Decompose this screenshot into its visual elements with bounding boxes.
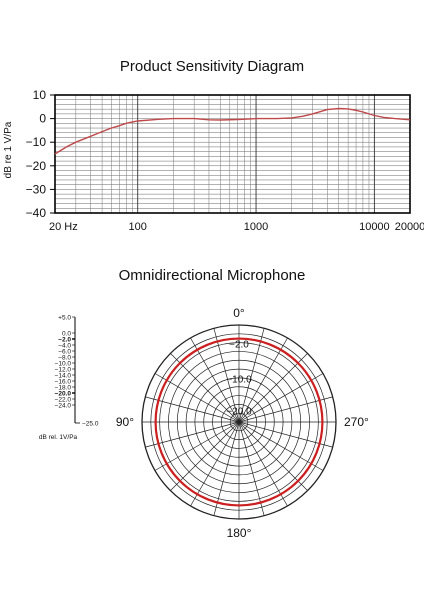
scale-label: −14.0 <box>55 373 72 380</box>
polar-spoke <box>170 421 240 491</box>
x-tick-label: 100 <box>129 221 147 233</box>
polar-ring-label: −20.0 <box>226 407 252 418</box>
polar-angle-label: 0° <box>233 306 245 320</box>
scale-label: −20.0 <box>55 391 72 398</box>
polar-spoke <box>190 337 240 423</box>
y-tick-label: −40 <box>26 206 47 220</box>
y-tick-label: 10 <box>33 88 47 102</box>
y-tick-label: −20 <box>26 159 47 173</box>
polar-spoke <box>154 421 240 471</box>
scale-label: −12.0 <box>55 367 72 374</box>
polar-spoke <box>238 421 333 448</box>
polar-spoke <box>154 373 240 423</box>
x-tick-label: 20000 <box>395 221 424 233</box>
sensitivity-y-axis-label: dB re 1 V/Pa <box>3 121 14 178</box>
y-tick-label: −10 <box>26 135 47 149</box>
polar-scale-bar: +5.00.0−2.0−4.0−6.0−8.0−10.0−12.0−14.0−1… <box>39 315 99 442</box>
polar-chart-title: Omnidirectional Microphone <box>118 267 306 284</box>
polar-spoke <box>238 328 265 423</box>
polar-spoke <box>238 421 288 507</box>
polar-pattern-curve <box>154 337 324 507</box>
x-tick-label: 10000 <box>359 221 390 233</box>
y-tick-label: −30 <box>26 182 47 196</box>
x-tick-label: 1000 <box>244 221 268 233</box>
scale-label: −25.0 <box>82 421 99 428</box>
sensitivity-series <box>54 107 411 155</box>
scale-label: −16.0 <box>55 379 72 386</box>
polar-series <box>154 337 324 507</box>
scale-label: −18.0 <box>55 385 72 392</box>
polar-spoke <box>238 353 308 423</box>
scale-label: 0.0 <box>62 331 71 338</box>
polar-spoke <box>213 328 240 423</box>
polar-ring-label: −10.0 <box>226 375 252 386</box>
polar-ring-label: −2.0 <box>229 340 249 351</box>
polar-spoke <box>213 421 240 516</box>
x-tick-label: 20 Hz <box>49 221 78 233</box>
polar-spoke <box>145 421 240 448</box>
scale-label: −6.0 <box>58 349 71 356</box>
polar-spoke <box>238 337 288 423</box>
polar-spoke <box>238 421 324 471</box>
polar-spoke <box>238 373 324 423</box>
scale-unit-label: dB rel. 1V/Pa <box>39 434 78 441</box>
polar-labels: −2.0 −10.0 −20.0 0° 90° 180° 270° <box>116 306 369 540</box>
scale-label: −24.0 <box>55 403 72 410</box>
polar-angle-label: 270° <box>344 415 369 429</box>
y-tick-label: 0 <box>39 112 46 126</box>
sensitivity-chart-title: Product Sensitivity Diagram <box>119 58 305 75</box>
polar-spoke <box>238 421 308 491</box>
scale-label: −8.0 <box>58 355 71 362</box>
polar-spoke <box>238 396 333 423</box>
scale-label: −22.0 <box>55 397 72 404</box>
scale-label: −2.0 <box>58 337 71 344</box>
polar-spoke <box>145 396 240 423</box>
scale-label: +5.0 <box>58 315 71 322</box>
polar-spoke <box>238 421 265 516</box>
polar-spoke <box>170 353 240 423</box>
polar-grid <box>141 324 337 520</box>
scale-label: −4.0 <box>58 343 71 350</box>
response-curve <box>54 107 411 155</box>
scale-label: −10.0 <box>55 361 72 368</box>
polar-angle-label: 90° <box>116 415 134 429</box>
polar-angle-label: 180° <box>227 526 252 540</box>
polar-spoke <box>190 421 240 507</box>
